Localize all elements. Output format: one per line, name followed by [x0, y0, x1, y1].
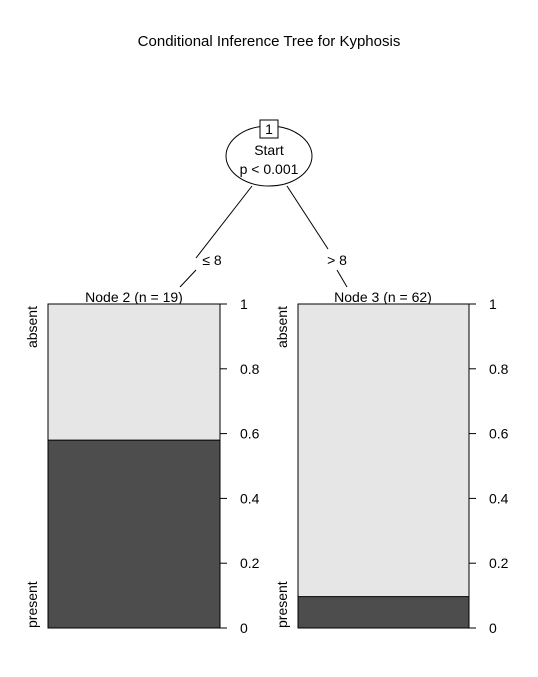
root-variable: Start — [254, 142, 284, 158]
node-3-label: Node 3 (n = 62) — [334, 289, 432, 305]
terminal-node-3: Node 3 (n = 62) absent present 1 0.8 0.6 0.… — [274, 289, 509, 636]
node-3-category-absent: absent — [274, 306, 290, 348]
node-3-category-present: present — [274, 581, 290, 628]
node-2-label: Node 2 (n = 19) — [85, 289, 183, 305]
node-3-present-bar — [298, 596, 469, 628]
node-2-axis-tick-label: 0.6 — [240, 426, 260, 442]
node-3-axis-tick-label: 0 — [489, 620, 497, 636]
node-2-axis-tick-label: 1 — [240, 296, 248, 312]
node-3-axis: 1 0.8 0.6 0.4 0.2 0 — [468, 296, 509, 636]
node-2-axis-tick-label: 0.2 — [240, 555, 260, 571]
node-3-axis-tick-label: 1 — [489, 296, 497, 312]
node-2-category-present: present — [24, 581, 40, 628]
node-2-category-absent: absent — [24, 306, 40, 348]
terminal-node-2: Node 2 (n = 19) absent present 1 0.8 0.6 0.… — [24, 289, 260, 636]
root-id-box — [259, 119, 279, 139]
node-2-axis-tick-label: 0.4 — [240, 490, 260, 506]
root-p-value: p < 0.001 — [240, 161, 299, 177]
node-2-axis-tick-label: 0 — [240, 620, 248, 636]
node-3-absent-bar — [298, 304, 469, 597]
node-3-axis-tick-label: 0.6 — [489, 426, 509, 442]
root-node: 1 Start p < 0.001 — [225, 119, 313, 187]
chart-title: Conditional Inference Tree for Kyphosis — [138, 33, 401, 50]
edge-left — [195, 185, 253, 259]
edge-right — [286, 185, 329, 250]
edge-label-left: ≤ 8 — [202, 252, 222, 268]
node-2-axis: 1 0.8 0.6 0.4 0.2 0 — [219, 296, 260, 636]
node-3-axis-tick-label: 0.4 — [489, 490, 509, 506]
node-2-absent-bar — [48, 304, 220, 441]
node-2-axis-tick-label: 0.8 — [240, 361, 260, 377]
root-id: 1 — [265, 121, 273, 137]
node-3-axis-tick-label: 0.2 — [489, 555, 509, 571]
node-3-axis-tick-label: 0.8 — [489, 361, 509, 377]
edge-right-lower — [336, 269, 348, 288]
node-2-present-bar — [48, 440, 220, 628]
edge-left-lower — [179, 269, 197, 288]
edge-label-right: > 8 — [327, 252, 347, 268]
